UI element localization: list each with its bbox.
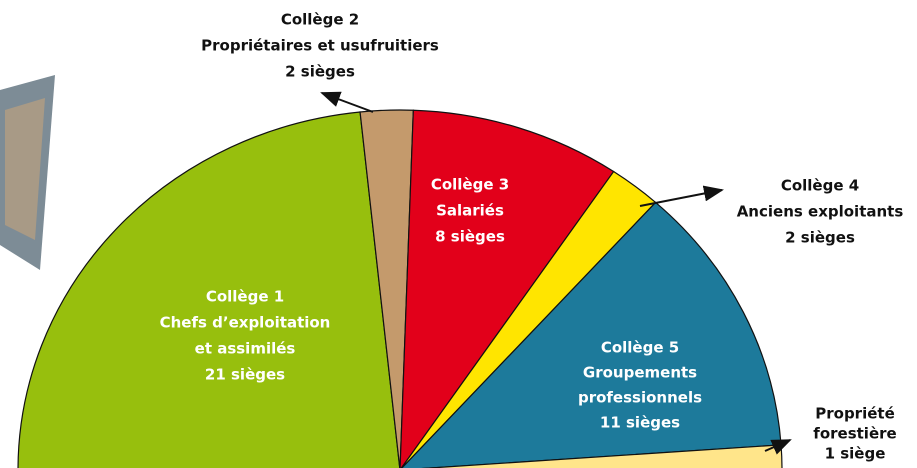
arrow (322, 93, 373, 112)
value-label: 1 siège (825, 445, 886, 463)
arrow (640, 190, 722, 206)
slice-label: Salariés (436, 202, 504, 220)
slice-label: Propriétaires et usufruitiers (201, 37, 439, 55)
slice-label: Chefs d’exploitation (160, 314, 331, 332)
value-label: 11 sièges (600, 414, 680, 432)
slice-label: professionnels (578, 389, 702, 407)
slice-label: Anciens exploitants (737, 203, 904, 221)
slice-label: Propriété (815, 405, 895, 423)
value-label: 21 sièges (205, 366, 285, 384)
slice-label: Collège 2 (281, 11, 359, 29)
value-label: 2 sièges (285, 63, 355, 81)
slice-label: Collège 3 (431, 176, 509, 194)
slice-label: Collège 5 (601, 339, 679, 357)
chart: Collège 1 Chefs d’exploitation et assimilé… (0, 0, 917, 468)
slice-label: Collège 4 (781, 177, 859, 195)
slice-label: Groupements (583, 364, 697, 382)
slice-label: Collège 1 (206, 288, 284, 306)
value-label: 2 sièges (785, 229, 855, 247)
slice-label: forestière (813, 425, 896, 443)
value-label: 8 sièges (435, 228, 505, 246)
slice-label: et assimilés (195, 340, 296, 358)
